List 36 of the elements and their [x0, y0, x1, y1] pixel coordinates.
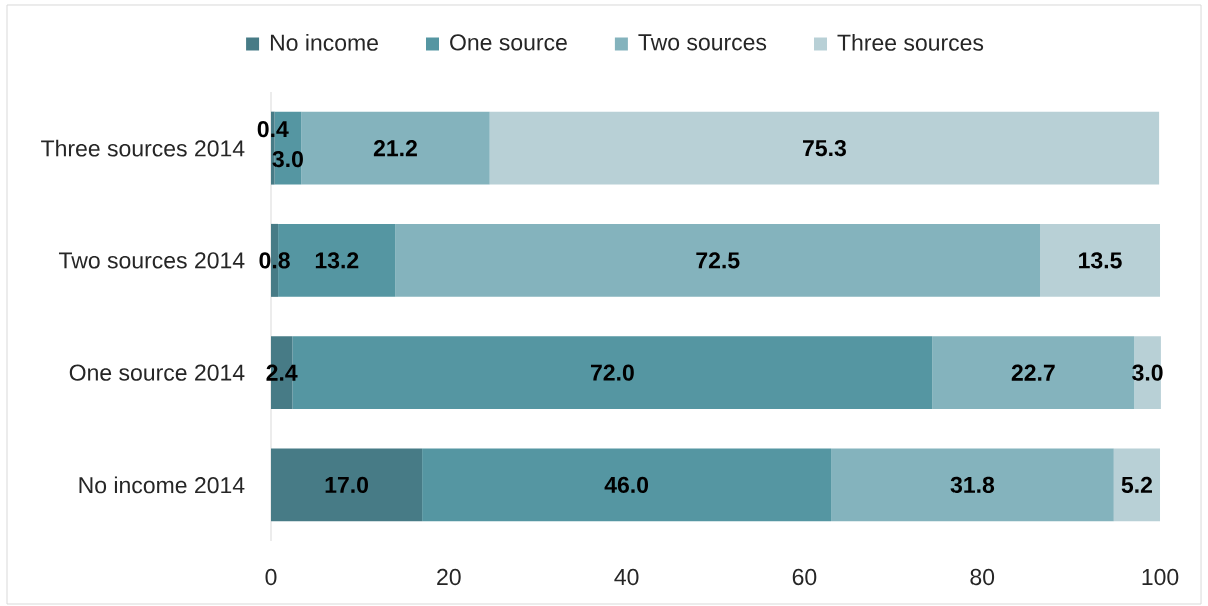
data-label: 22.7 — [1011, 364, 1055, 381]
bar — [422, 448, 832, 522]
y-tick-label: Two sources 2014 — [58, 252, 245, 269]
data-label: 17.0 — [325, 476, 368, 494]
bar — [831, 448, 1114, 522]
data-label: 46.0 — [604, 476, 649, 494]
data-label: 72.0 — [590, 364, 634, 381]
data-label: 5.2 — [1121, 476, 1152, 494]
bar — [1113, 448, 1161, 522]
bar — [1134, 336, 1161, 410]
data-label: 75.3 — [803, 139, 846, 157]
data-label: 3.0 — [272, 150, 303, 168]
x-tick-label: 100 — [1142, 568, 1179, 586]
bar — [1040, 223, 1161, 297]
data-label: 3.0 — [1132, 364, 1163, 381]
bar — [395, 223, 1040, 297]
data-label: 21.2 — [373, 140, 417, 157]
legend-label: Two sources — [638, 34, 767, 51]
x-tick-label: 40 — [614, 568, 639, 586]
bar — [271, 448, 423, 522]
bar — [301, 111, 490, 185]
bar — [489, 111, 1160, 185]
x-tick-label: 0 — [265, 568, 277, 586]
data-label: 13.2 — [315, 252, 359, 269]
data-label: 72.5 — [696, 252, 740, 269]
x-tick-label: 60 — [792, 568, 817, 586]
x-tick-label: 20 — [437, 568, 461, 586]
legend-label: No income — [270, 33, 378, 51]
legend-label: One source — [450, 34, 567, 51]
y-tick-label: Three sources 2014 — [41, 139, 245, 157]
legend-label: Three sources — [837, 33, 984, 51]
x-tick-label: 80 — [970, 568, 995, 586]
data-label: 31.8 — [950, 476, 995, 494]
y-tick-label: One source 2014 — [69, 364, 245, 381]
y-tick-label: No income 2014 — [79, 476, 245, 494]
data-label: 13.5 — [1079, 252, 1122, 269]
